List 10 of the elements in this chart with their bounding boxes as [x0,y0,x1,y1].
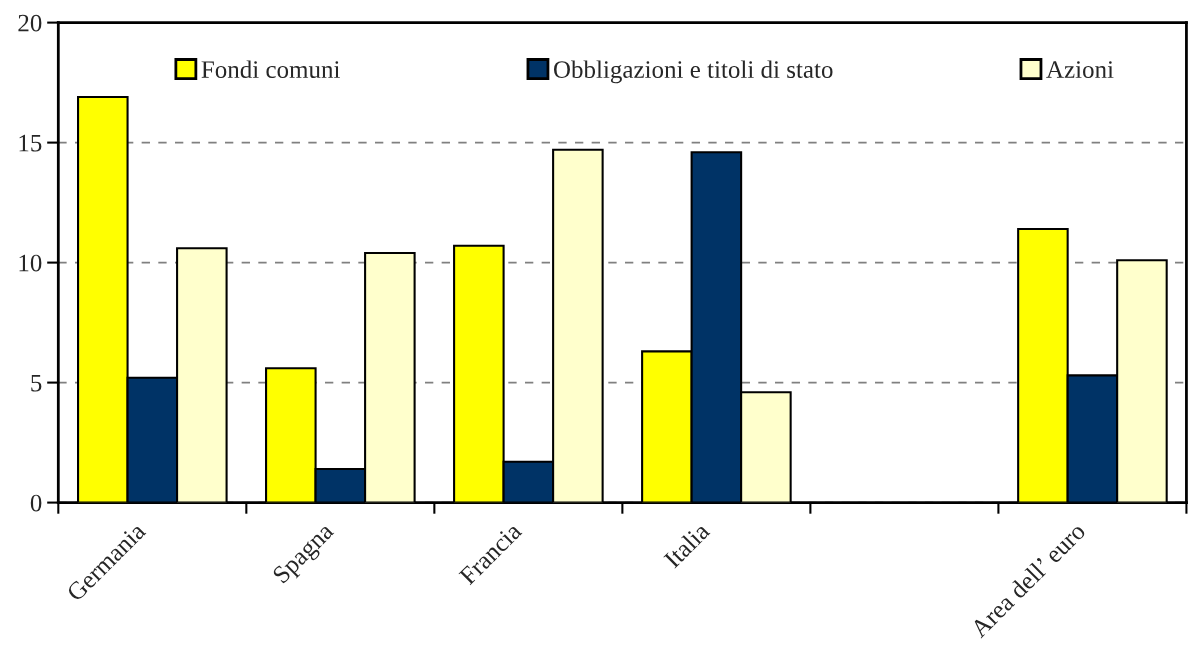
legend-label: Fondi comuni [201,60,340,79]
y-tick-label: 20 [18,14,42,32]
y-tick-label: 10 [19,254,42,272]
x-tick-label: Area dell’ euro [968,521,1087,639]
y-tick-label: 15 [19,134,42,152]
y-tick-label: 0 [30,494,42,512]
y-tick-label: 5 [31,374,42,392]
legend-label: Obbligazioni e titoli di stato [553,60,833,84]
legend-label: Azioni [1046,61,1114,79]
x-tick-label: Italia [662,520,711,569]
